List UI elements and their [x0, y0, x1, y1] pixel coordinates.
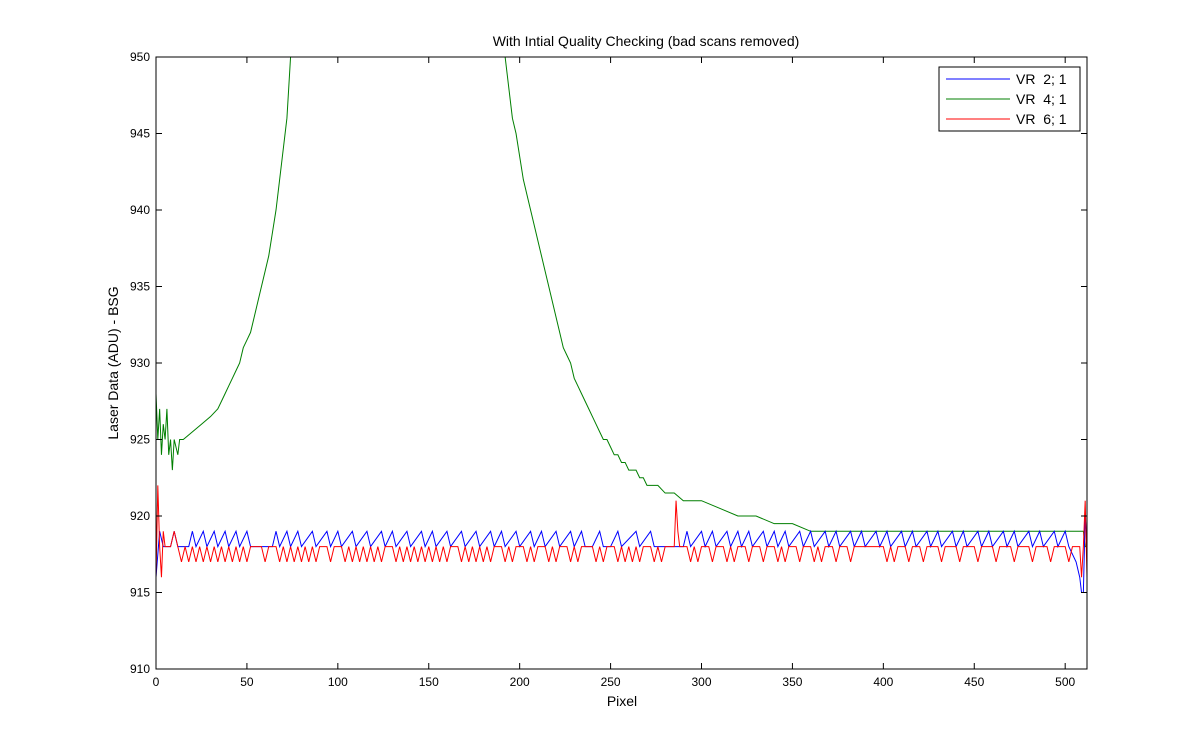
- y-tick-label: 950: [130, 50, 150, 64]
- y-tick-label: 915: [130, 586, 150, 600]
- x-tick-label: 50: [240, 675, 254, 689]
- x-tick-label: 400: [873, 675, 893, 689]
- x-tick-label: 300: [691, 675, 711, 689]
- x-tick-label: 500: [1055, 675, 1075, 689]
- y-tick-label: 930: [130, 356, 150, 370]
- x-tick-label: 250: [601, 675, 621, 689]
- legend: VR 2; 1 VR 4; 1 VR 6; 1: [938, 66, 1081, 132]
- series-line-1: [156, 515, 1087, 593]
- x-tick-label: 0: [153, 675, 160, 689]
- y-tick-label: 920: [130, 509, 150, 523]
- x-tick-label: 200: [510, 675, 530, 689]
- plot-area: [156, 57, 1087, 669]
- x-axis-label: Pixel: [607, 693, 637, 709]
- chart-title: With Intial Quality Checking (bad scans …: [493, 33, 800, 49]
- y-axis-label: Laser Data (ADU) - BSG: [105, 286, 121, 439]
- series-line-3: [156, 485, 1087, 578]
- y-tick-label: 945: [130, 127, 150, 141]
- axes-box: [155, 56, 1088, 670]
- legend-label-3: VR 6; 1: [1016, 111, 1067, 127]
- x-tick-label: 450: [964, 675, 984, 689]
- y-tick-label: 910: [130, 662, 150, 676]
- y-tick-label: 925: [130, 433, 150, 447]
- series-layer: [156, 57, 1087, 593]
- legend-label-2: VR 4; 1: [1016, 91, 1067, 107]
- x-tick-label: 100: [328, 675, 348, 689]
- x-tick-label: 350: [782, 675, 802, 689]
- x-tick-label: 150: [419, 675, 439, 689]
- y-tick-label: 935: [130, 280, 150, 294]
- legend-label-1: VR 2; 1: [1016, 71, 1067, 87]
- ticks-layer: 0 50 100 150 200 250 300 350 400 450 500 910 915 920 9…: [130, 50, 1087, 689]
- series-line-2: [156, 57, 1087, 548]
- y-tick-label: 940: [130, 203, 150, 217]
